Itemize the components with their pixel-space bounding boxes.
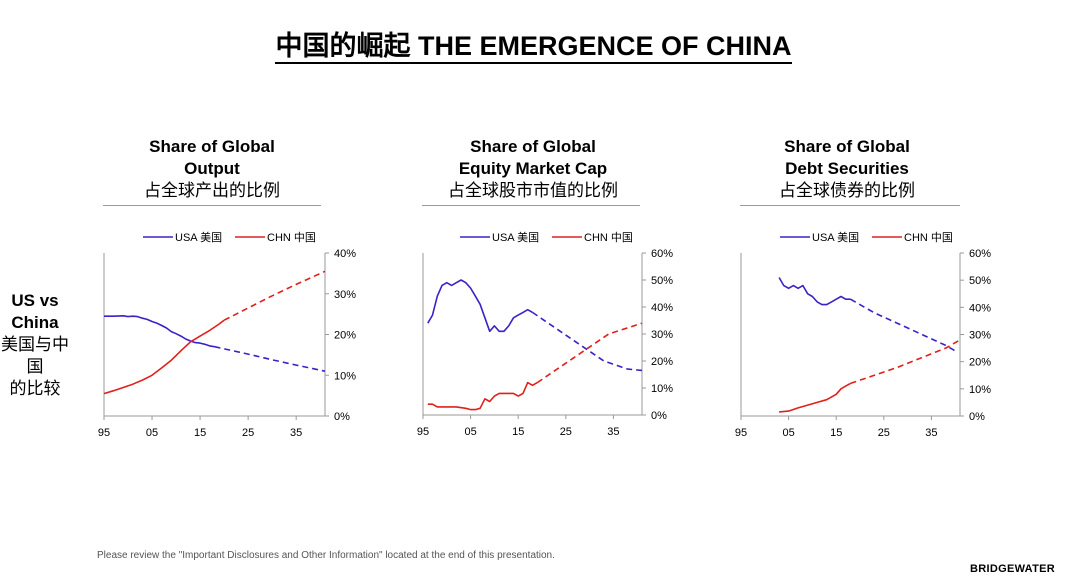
x-tick-label: 95: [98, 427, 110, 439]
x-tick-label: 05: [146, 427, 158, 439]
legend-label-usa: USA 美国: [812, 231, 859, 244]
legend-label-chn: CHN 中国: [904, 231, 953, 244]
series-chn-projected: [223, 270, 326, 321]
title-rule-equity: [422, 205, 640, 206]
x-tick-label: 15: [512, 426, 524, 438]
chart-2: 0% 10% 20% 30% 40% 50% 60% 95 05 15 25 35 USA 美国 CHN …: [735, 231, 991, 439]
series-chn-projected: [536, 322, 643, 384]
y-tick-label: 40%: [969, 302, 991, 314]
y-tick-label: 0%: [651, 410, 667, 422]
x-tick-label: 35: [607, 426, 619, 438]
series-usa-projected: [850, 298, 956, 352]
legend-label-chn: CHN 中国: [584, 231, 633, 244]
side-label-line2: China: [11, 313, 59, 332]
legend-label-usa: USA 美国: [175, 231, 222, 244]
y-tick-label: 30%: [334, 289, 356, 301]
side-label-line1: US vs: [11, 291, 59, 310]
side-label: US vs China 美国与中国 的比较: [0, 290, 70, 400]
x-tick-label: 15: [194, 427, 206, 439]
x-tick-label: 35: [925, 427, 937, 439]
chart-1: 0% 10% 20% 30% 40% 50% 60% 95 05 15 25 35 USA 美国 CHN …: [417, 231, 673, 438]
series-usa-actual: [427, 279, 533, 333]
x-tick-label: 95: [735, 427, 747, 439]
series-chn-actual: [103, 319, 225, 395]
y-tick-label: 60%: [651, 248, 673, 260]
y-tick-label: 0%: [969, 411, 985, 423]
disclosure-footer: Please review the "Important Disclosures…: [97, 550, 555, 561]
x-tick-label: 05: [782, 427, 794, 439]
y-tick-label: 50%: [651, 275, 673, 287]
x-tick-label: 25: [242, 427, 254, 439]
chart-0: 0% 10% 20% 30% 40% 95 05 15 25 35 USA 美国 CHN 中国: [98, 231, 356, 439]
x-tick-label: 15: [830, 427, 842, 439]
y-tick-label: 60%: [969, 248, 991, 260]
series-usa-projected: [532, 311, 643, 372]
x-tick-label: 05: [464, 426, 476, 438]
y-tick-label: 50%: [969, 275, 991, 287]
chart-title-equity: Share of Global Equity Market Cap 占全球股市市…: [448, 137, 618, 200]
x-tick-label: 95: [417, 426, 429, 438]
legend-label-chn: CHN 中国: [267, 231, 316, 244]
y-tick-label: 20%: [651, 356, 673, 368]
y-tick-label: 10%: [969, 384, 991, 396]
side-label-line3: 美国与中国: [1, 335, 69, 376]
title-rule-output: [103, 205, 321, 206]
series-chn-actual: [779, 382, 851, 413]
chart-title-output: Share of Global Output 占全球产出的比例: [144, 137, 280, 200]
x-tick-label: 25: [560, 426, 572, 438]
y-tick-label: 30%: [651, 329, 673, 341]
y-tick-label: 40%: [651, 302, 673, 314]
y-tick-label: 20%: [969, 357, 991, 369]
series-usa-projected: [214, 345, 326, 372]
series-usa-actual: [778, 277, 851, 306]
y-tick-label: 20%: [334, 330, 356, 342]
bridgewater-logo: BRIDGEWATER: [970, 563, 1055, 575]
series-chn-projected: [850, 339, 961, 385]
side-label-line4: 的比较: [9, 379, 61, 398]
page-title: 中国的崛起 THE EMERGENCE OF CHINA: [0, 24, 1067, 64]
series-usa-actual: [104, 314, 215, 348]
x-tick-label: 35: [290, 427, 302, 439]
chart-title-debt: Share of Global Debt Securities 占全球债券的比例: [779, 137, 915, 200]
y-tick-label: 40%: [334, 248, 356, 260]
legend-label-usa: USA 美国: [492, 231, 539, 244]
y-tick-label: 10%: [651, 383, 673, 395]
title-rule-debt: [740, 205, 960, 206]
x-tick-label: 25: [878, 427, 890, 439]
series-chn-actual: [427, 381, 538, 411]
y-tick-label: 10%: [334, 370, 356, 382]
y-tick-label: 30%: [969, 330, 991, 342]
y-tick-label: 0%: [334, 411, 350, 423]
